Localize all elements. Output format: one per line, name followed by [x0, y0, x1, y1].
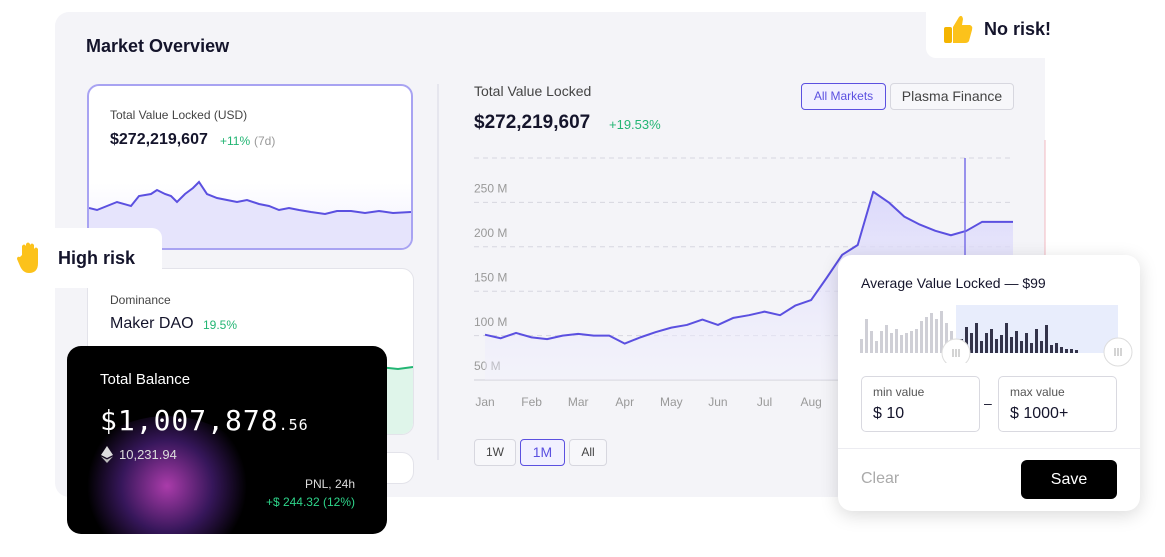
- save-button[interactable]: Save: [1021, 460, 1117, 499]
- dominance-value: 19.5%: [203, 318, 238, 332]
- filter-popup: Average Value Locked — $99 min value $ 1…: [838, 255, 1140, 511]
- y-tick-label: 100 M: [474, 315, 507, 329]
- divider: [437, 84, 439, 460]
- y-tick-label: 250 M: [474, 182, 507, 196]
- tvl-card[interactable]: Total Value Locked (USD) $272,219,607 +1…: [87, 84, 413, 250]
- tvl-label: Total Value Locked (USD): [110, 108, 248, 122]
- balance-label: Total Balance: [100, 371, 191, 388]
- badge-text: No risk!: [984, 18, 1052, 39]
- x-tick-label: May: [660, 395, 683, 409]
- range-button[interactable]: 1M: [520, 439, 565, 466]
- range-separator: –: [984, 395, 992, 411]
- tvl-change: +11%: [220, 134, 251, 148]
- thumb-icon: [944, 15, 973, 43]
- range-button[interactable]: 1W: [474, 439, 516, 466]
- x-tick-label: Jun: [708, 395, 727, 409]
- tvl-period: (7d): [254, 134, 276, 148]
- chart-value: $272,219,607: [474, 112, 591, 133]
- dominance-label: Dominance: [110, 293, 171, 307]
- badge-text: High risk: [58, 247, 136, 268]
- balance-cents: .56: [278, 416, 309, 434]
- page-title: Market Overview: [86, 36, 230, 56]
- x-tick-label: Feb: [521, 395, 542, 409]
- min-value: $ 10: [873, 405, 905, 422]
- hand-icon: [17, 242, 38, 273]
- pnl-value: +$ 244.32 (12%): [265, 495, 355, 509]
- balance-card: Total Balance $1,007,878.56 10,231.94 PN…: [67, 346, 387, 534]
- histogram: [860, 305, 1118, 363]
- sparkline: [89, 180, 411, 248]
- y-tick-label: 200 M: [474, 226, 507, 240]
- min-label: min value: [873, 385, 925, 399]
- tab[interactable]: All Markets: [801, 83, 886, 110]
- tvl-value: $272,219,607: [110, 131, 208, 148]
- glow: [77, 416, 257, 534]
- clear-button[interactable]: Clear: [861, 470, 900, 487]
- eth-balance: 10,231.94: [119, 447, 177, 462]
- range-button[interactable]: All: [569, 439, 607, 466]
- slider-handle[interactable]: [1102, 336, 1136, 370]
- x-tick-label: Jul: [757, 395, 772, 409]
- x-tick-label: Apr: [615, 395, 634, 409]
- max-field[interactable]: max value $ 1000+: [998, 376, 1117, 432]
- balance-whole: $1,007,878: [100, 404, 279, 437]
- x-tick-label: Jan: [475, 395, 494, 409]
- x-tick-label: Mar: [568, 395, 589, 409]
- popup-divider: [838, 448, 1140, 449]
- max-value: $ 1000+: [1010, 405, 1069, 422]
- dominance-name: Maker DAO: [110, 315, 194, 332]
- badge-no-risk: No risk!: [926, 0, 1066, 58]
- chart-change: +19.53%: [609, 117, 661, 132]
- max-label: max value: [1010, 385, 1065, 399]
- line: [484, 190, 1013, 345]
- chart-title: Total Value Locked: [474, 83, 592, 99]
- y-tick-label: 150 M: [474, 270, 507, 284]
- balance-amount: $1,007,878.56: [100, 404, 309, 437]
- x-tick-label: Aug: [800, 395, 821, 409]
- tab[interactable]: Plasma Finance: [890, 83, 1014, 110]
- min-field[interactable]: min value $ 10: [861, 376, 980, 432]
- eth-icon: [101, 446, 113, 463]
- popup-title: Average Value Locked — $99: [861, 275, 1046, 291]
- badge-high-risk: High risk: [0, 228, 162, 288]
- pnl-label: PNL, 24h: [304, 477, 355, 491]
